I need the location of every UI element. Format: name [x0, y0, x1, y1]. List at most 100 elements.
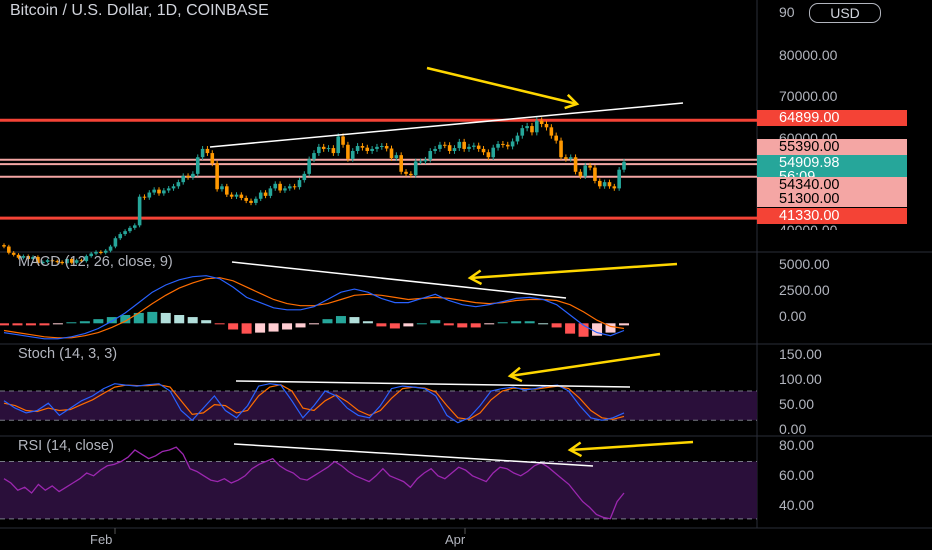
candle-body: [186, 175, 190, 178]
candle-body: [152, 189, 156, 193]
rsi-legend[interactable]: RSI (14, close): [18, 438, 114, 454]
candle-body: [234, 194, 239, 197]
candle-body: [225, 186, 229, 195]
candle-body: [535, 120, 539, 133]
candle-body: [394, 155, 399, 159]
candle-body: [205, 148, 210, 154]
rsi-arrow-shaft: [569, 440, 694, 452]
candle-body: [103, 250, 108, 253]
candle-body: [128, 227, 132, 232]
candle-body: [520, 128, 525, 136]
candle-body: [31, 256, 35, 259]
rsi-line: [3, 446, 625, 520]
level-tag-64899: 64899.00: [757, 110, 907, 126]
candle-body: [157, 189, 161, 194]
candle-body: [162, 190, 166, 194]
candle-body: [181, 175, 186, 183]
macd-histogram-bar: [551, 323, 562, 328]
candle-body: [389, 148, 394, 159]
stoch-band: [0, 391, 757, 421]
candle-body: [549, 127, 554, 136]
price-tick-top: 90: [779, 4, 795, 20]
current-price-tag: 54909.98: [757, 155, 907, 171]
macd-line: [3, 275, 625, 340]
rsi-tick: 80.00: [779, 437, 815, 453]
candle-body: [94, 251, 98, 254]
macd-histogram-bar: [39, 323, 50, 326]
macd-histogram-bar: [403, 323, 414, 327]
candle-body: [564, 157, 568, 159]
candle-body: [171, 186, 176, 189]
stoch-legend[interactable]: Stoch (14, 3, 3): [18, 346, 118, 362]
pane-separators: [0, 0, 932, 534]
macd-histogram-bar: [241, 323, 252, 334]
macd-pane: [0, 275, 629, 340]
level-tag-55390: 55390.00: [757, 139, 907, 155]
symbol-title[interactable]: Bitcoin / U.S. Dollar, 1D, COINBASE: [10, 2, 269, 19]
candle-body: [612, 186, 617, 189]
macd-histogram-bar: [416, 323, 427, 325]
candle-body: [2, 245, 6, 247]
candle-body: [380, 146, 384, 148]
macd-histogram-bar: [106, 317, 117, 324]
candle-body: [481, 148, 486, 153]
stoch-arrow-head: [507, 366, 523, 383]
candle-body: [74, 260, 79, 263]
candle-body: [544, 124, 549, 128]
time-label-feb: Feb: [90, 532, 113, 547]
macd-histogram-bar: [282, 323, 293, 330]
candle-body: [438, 144, 442, 149]
candle-body: [472, 145, 476, 147]
stoch-k-line: [3, 383, 625, 424]
macd-histogram-bar: [443, 323, 454, 326]
candle-body: [65, 259, 69, 264]
macd-histogram-bar: [457, 323, 468, 328]
price-arrow-shaft: [426, 66, 578, 106]
candle-body: [510, 141, 515, 147]
macd-histogram-bar: [295, 323, 306, 328]
macd-histogram-bar: [497, 322, 508, 324]
stoch-arrow-shaft: [509, 352, 661, 378]
candle-body: [45, 260, 50, 262]
candle-body: [215, 163, 219, 190]
candle-body: [413, 161, 418, 176]
candle-body: [239, 194, 244, 198]
macd-histogram-bar: [376, 323, 387, 327]
candle-body: [113, 238, 118, 247]
candle-body: [447, 145, 452, 151]
candle-body: [341, 136, 345, 145]
candle-body: [457, 141, 462, 149]
currency-button[interactable]: USD: [809, 3, 881, 23]
candle-body: [287, 186, 292, 189]
candle-body: [539, 120, 544, 124]
candle-body: [302, 173, 307, 181]
candle-body: [108, 246, 113, 251]
macd-histogram-bar: [52, 323, 63, 325]
macd-histogram-bar: [228, 323, 239, 330]
macd-histogram-bar: [349, 317, 360, 324]
candle-body: [515, 135, 520, 142]
level-tag-51300: 51300.00: [757, 191, 907, 207]
candle-body: [273, 183, 278, 189]
candle-body: [573, 157, 578, 172]
macd-histogram-bar: [470, 323, 481, 328]
macd-histogram-bar: [93, 319, 104, 324]
candle-body: [55, 261, 60, 263]
candle-body: [442, 144, 447, 146]
candle-body: [312, 153, 316, 160]
candle-body: [384, 146, 389, 149]
candle-body: [462, 141, 466, 149]
rsi-arrow-head: [567, 441, 583, 458]
candle-body: [249, 200, 253, 203]
macd-histogram-bar: [214, 323, 225, 325]
candle-body: [583, 165, 588, 177]
macd-histogram-bar: [389, 323, 400, 329]
candle-body: [326, 148, 331, 150]
rsi-trendline: [233, 443, 594, 467]
candle-body: [525, 126, 529, 129]
macd-legend[interactable]: MACD (12, 26, close, 9): [18, 254, 173, 270]
candle-body: [578, 171, 583, 177]
macd-tick: 0.00: [779, 308, 807, 324]
rsi-tick: 40.00: [779, 497, 815, 513]
